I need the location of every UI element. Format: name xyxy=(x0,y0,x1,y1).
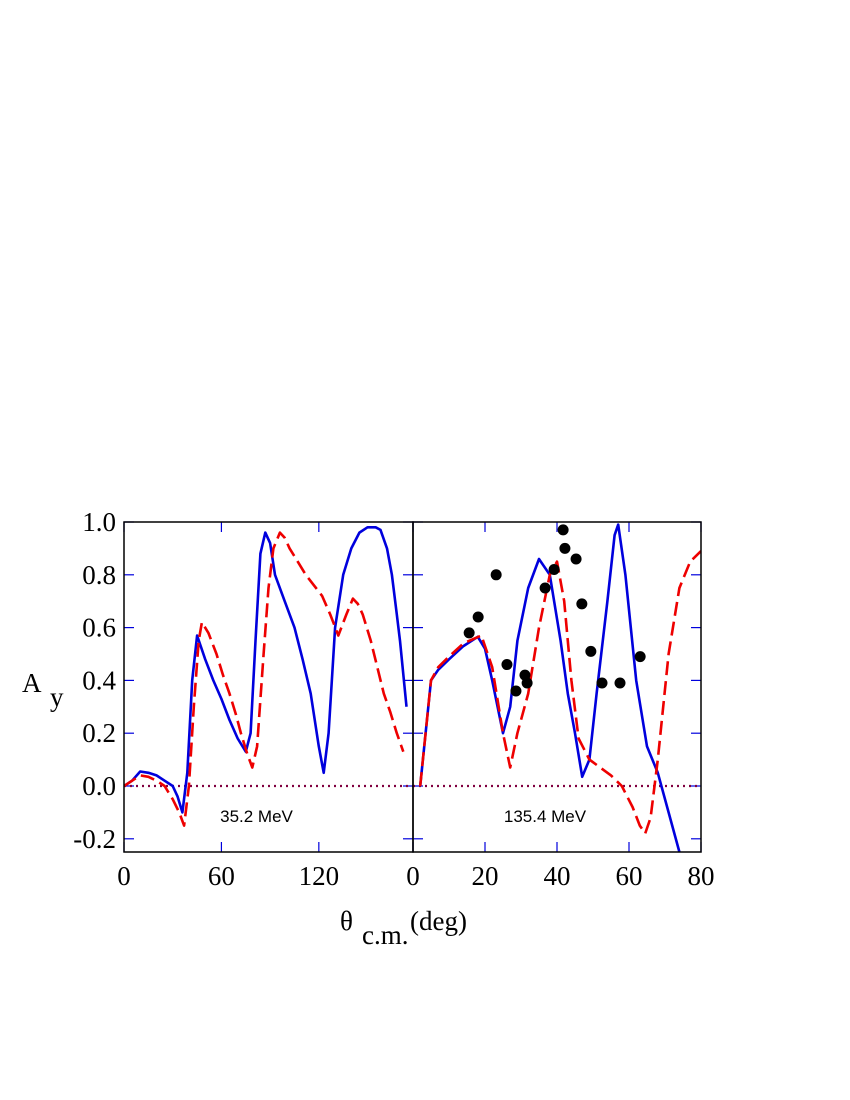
data-point xyxy=(585,645,597,657)
y-tick-label: 1.0 xyxy=(82,507,116,537)
panel-frame xyxy=(123,521,414,853)
data-point xyxy=(614,677,626,689)
annotation: 35.2 MeV xyxy=(220,807,293,826)
data-point xyxy=(539,582,551,594)
data-point xyxy=(634,651,646,663)
panel-frame xyxy=(412,521,702,853)
data-point xyxy=(596,677,608,689)
y-tick-label: 0.4 xyxy=(82,665,116,695)
x-label-unit: (deg) xyxy=(410,906,467,936)
data-point xyxy=(570,553,582,565)
data-point xyxy=(490,569,502,581)
x-tick-label: 0 xyxy=(406,861,420,891)
data-point xyxy=(548,564,560,576)
data-point xyxy=(576,598,588,610)
x-tick-label: 60 xyxy=(208,861,235,891)
y-label-sub: y xyxy=(50,682,64,712)
curve xyxy=(124,526,408,814)
data-point xyxy=(463,627,475,639)
y-tick-label: 0.8 xyxy=(82,560,116,590)
data-point xyxy=(557,524,569,536)
data-point xyxy=(472,611,484,623)
data-point xyxy=(501,659,513,671)
curve xyxy=(124,531,405,827)
curve xyxy=(418,550,701,835)
x-tick-label: 60 xyxy=(616,861,643,891)
x-tick-label: 80 xyxy=(688,861,715,891)
data-point xyxy=(521,677,533,689)
x-label-sub: c.m. xyxy=(362,920,409,950)
data-point xyxy=(510,685,522,697)
y-label: A xyxy=(22,668,42,698)
y-tick-label: 0.6 xyxy=(82,613,116,643)
x-label: θ xyxy=(340,906,353,936)
x-tick-label: 120 xyxy=(299,861,340,891)
x-tick-label: 0 xyxy=(117,861,131,891)
x-tick-label: 20 xyxy=(472,861,499,891)
data-point xyxy=(559,542,571,554)
y-tick-label: -0.2 xyxy=(73,824,116,854)
x-tick-label: 40 xyxy=(544,861,571,891)
y-tick-label: 0.2 xyxy=(82,718,116,748)
curve xyxy=(418,523,681,852)
annotation: 135.4 MeV xyxy=(504,807,587,826)
y-tick-label: 0.0 xyxy=(82,771,116,801)
